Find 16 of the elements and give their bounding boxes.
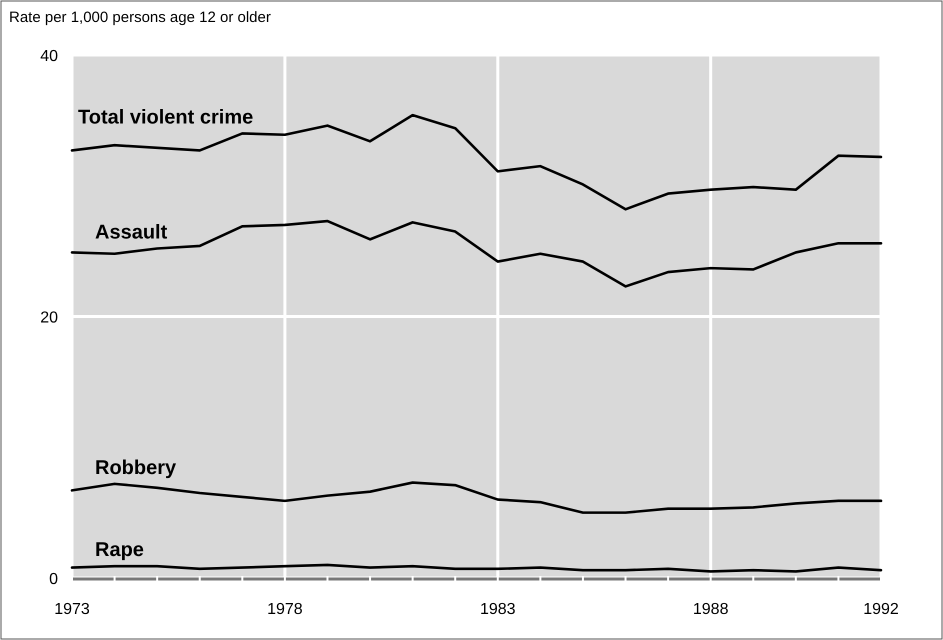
series-label: Robbery xyxy=(95,456,177,479)
y-tick-label: 0 xyxy=(49,571,58,588)
x-tick-label: 1992 xyxy=(863,601,899,618)
series-label: Rape xyxy=(95,539,144,562)
y-tick-label: 20 xyxy=(40,310,58,326)
y-axis-title: Rate per 1,000 persons age 12 or older xyxy=(9,9,271,26)
y-tick-label: 40 xyxy=(40,48,58,65)
x-tick-label: 1988 xyxy=(692,601,729,618)
line-series xyxy=(70,220,882,288)
series-label: Assault xyxy=(95,222,168,244)
x-tick-label: 1973 xyxy=(54,601,90,618)
series-label: Total violent crime xyxy=(78,106,254,128)
x-tick-label: 1978 xyxy=(267,601,303,618)
line-series xyxy=(70,564,882,573)
line-series xyxy=(70,481,882,514)
x-tick-label: 1983 xyxy=(480,601,516,618)
